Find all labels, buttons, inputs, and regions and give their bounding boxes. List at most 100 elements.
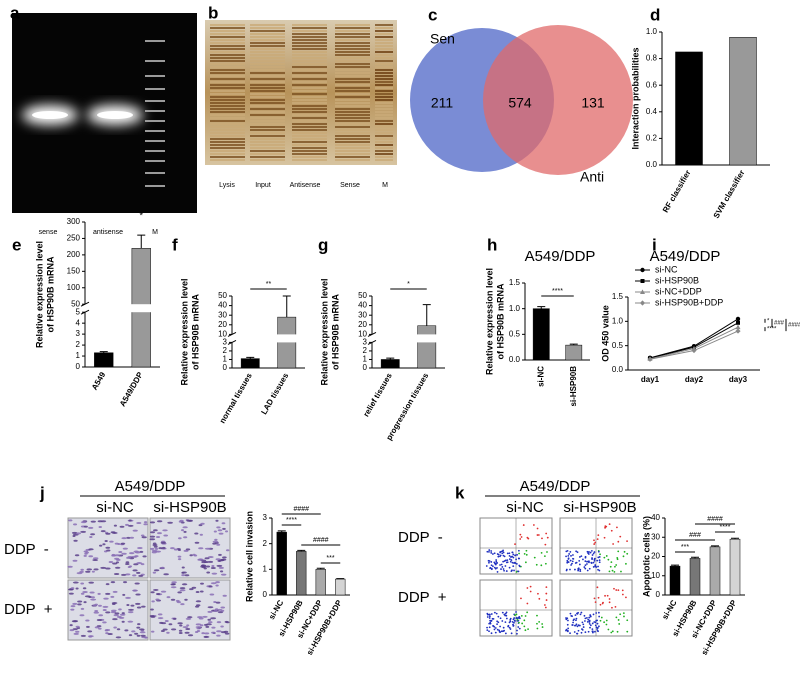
event-dot	[516, 553, 518, 556]
cell	[70, 605, 76, 608]
y-tick-label: 0.0	[612, 365, 624, 374]
cell	[157, 532, 162, 535]
cell	[127, 524, 134, 527]
bar	[94, 352, 114, 368]
event-dot	[511, 620, 514, 623]
cell	[149, 547, 155, 550]
cell	[115, 636, 122, 639]
event-dot	[519, 538, 522, 540]
cell	[175, 599, 180, 602]
event-dot	[593, 558, 596, 561]
x-tick-label: day1	[641, 375, 660, 384]
gel-stripe	[292, 102, 327, 104]
gel-stripe	[375, 150, 393, 152]
bar	[315, 569, 326, 596]
cell	[77, 603, 82, 606]
gel-stripe	[250, 78, 285, 80]
event-dot	[504, 621, 507, 624]
event-dot	[580, 611, 583, 614]
cell	[150, 615, 156, 618]
cell	[215, 558, 221, 561]
bar	[277, 316, 297, 369]
cell	[151, 600, 155, 603]
y-tick-label: 0.6	[646, 80, 658, 89]
lane-label: Antisense	[290, 182, 321, 189]
cell	[216, 543, 221, 546]
gel-stripe	[375, 66, 393, 68]
event-dot	[597, 596, 600, 599]
y-tick-label: 150	[67, 266, 81, 275]
significance: ####	[707, 516, 723, 523]
event-dot	[578, 556, 581, 558]
event-dot	[517, 621, 520, 624]
event-dot	[567, 619, 569, 622]
legend-label: si-NC+DDP	[655, 286, 702, 296]
cell	[177, 555, 182, 558]
event-dot	[584, 620, 586, 622]
marker	[736, 320, 740, 325]
event-dot	[488, 550, 490, 553]
cell	[80, 592, 85, 595]
cell	[98, 526, 102, 529]
panel-title: A549/DDP	[520, 478, 591, 495]
y-tick-label: 1.0	[612, 316, 624, 325]
event-dot	[616, 630, 619, 633]
event-dot	[540, 551, 543, 554]
cell	[207, 610, 213, 613]
ladder-band	[145, 100, 165, 102]
row-label: DDP +	[398, 589, 447, 606]
event-dot	[506, 559, 509, 562]
event-dot	[605, 619, 608, 622]
gel-stripe	[335, 120, 370, 122]
bar	[296, 551, 307, 596]
cell	[83, 601, 87, 604]
cell	[143, 523, 148, 526]
gel-stripe	[210, 132, 245, 134]
cell	[198, 617, 204, 620]
cell	[181, 583, 188, 586]
gel-stripe	[335, 48, 370, 50]
cell	[149, 538, 156, 541]
event-dot	[543, 555, 546, 558]
gel-stripe	[335, 60, 370, 62]
event-dot	[511, 551, 514, 554]
event-dot	[493, 552, 496, 555]
event-dot	[504, 612, 507, 615]
gel-stripe	[210, 126, 245, 128]
gel-stripe	[210, 45, 245, 47]
cell	[184, 631, 190, 634]
gel-stripe	[292, 126, 327, 128]
cell	[152, 543, 158, 546]
gel-stripe	[375, 60, 393, 62]
event-dot	[625, 596, 627, 599]
error-bar	[316, 567, 325, 570]
venn-count: 574	[508, 95, 532, 111]
panel-letter: a	[10, 3, 20, 22]
panel-letter: i	[652, 235, 657, 254]
cell	[160, 629, 165, 632]
cell	[186, 616, 193, 619]
y-tick-label: 3	[263, 513, 268, 522]
gel-stripe	[292, 60, 327, 62]
y-tick-label: 3	[223, 338, 228, 347]
event-dot	[545, 599, 548, 601]
lane-label: Lysis	[219, 182, 235, 189]
event-dot	[488, 622, 491, 625]
event-dot	[497, 615, 500, 618]
event-dot	[488, 630, 490, 633]
gel-stripe	[335, 129, 370, 131]
event-dot	[577, 629, 580, 632]
error-bar	[297, 549, 306, 552]
y-axis-label: of HSP90B mRNA	[330, 293, 340, 370]
lane-label: antisense	[93, 229, 123, 236]
gel-stripe	[292, 33, 327, 35]
event-dot	[593, 559, 596, 562]
cell	[70, 587, 75, 590]
cell	[106, 549, 111, 552]
gel-stripe	[335, 51, 370, 53]
event-dot	[615, 589, 618, 591]
gel-stripe	[335, 159, 370, 161]
cell	[112, 590, 118, 593]
event-dot	[603, 536, 606, 539]
gel-stripe	[210, 96, 245, 98]
